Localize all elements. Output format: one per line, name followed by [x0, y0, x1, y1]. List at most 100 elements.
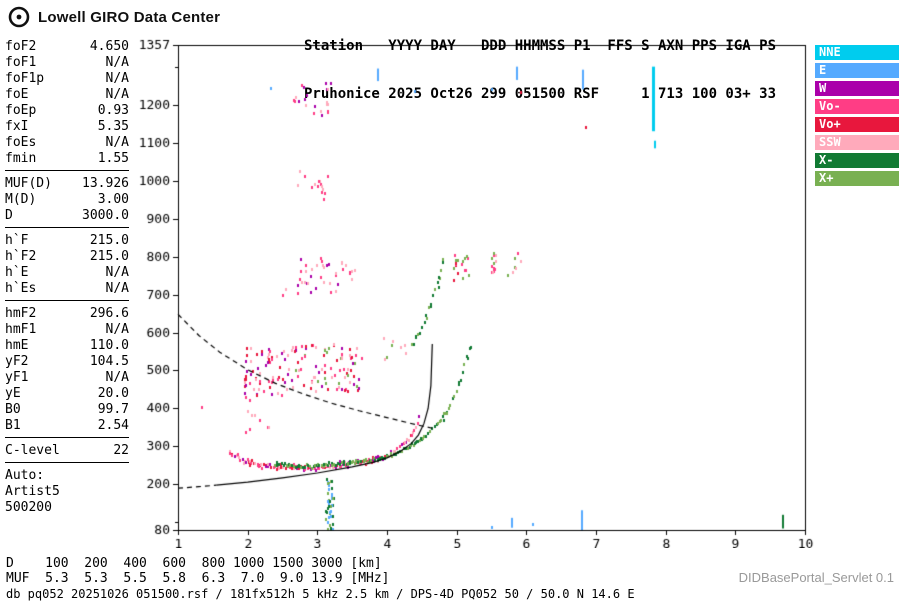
param-value: 215.0	[89, 249, 129, 264]
ionogram-canvas	[130, 36, 820, 548]
param-row-hmf1: hmF1 N/A	[5, 322, 129, 338]
param-value: 2.54	[97, 418, 129, 433]
legend-item-e: E	[815, 63, 899, 78]
param-row-mufd: MUF(D) 13.926	[5, 176, 129, 192]
param-group: MUF(D) 13.926 M(D) 3.00 D 3000.0	[5, 174, 129, 228]
auto-line: Artist5	[5, 484, 129, 500]
param-value: 20.0	[97, 386, 129, 401]
auto-text: Artist5	[5, 484, 60, 499]
param-label: foF2	[5, 39, 37, 54]
muf-distance-table: D 100 200 400 600 800 1000 1500 3000 [km…	[6, 556, 390, 586]
param-label: h`F2	[5, 249, 37, 264]
param-value: 1.55	[97, 151, 129, 166]
param-row-md: M(D) 3.00	[5, 192, 129, 208]
footer-info: db pq052 20251026 051500.rsf / 181fx512h…	[6, 587, 635, 601]
param-value: 215.0	[89, 233, 129, 248]
param-value: N/A	[105, 55, 129, 70]
param-label: foF1	[5, 55, 37, 70]
param-row-foep: foEp 0.93	[5, 103, 129, 119]
param-label: foF1p	[5, 71, 45, 86]
param-value: 296.6	[89, 306, 129, 321]
param-row-b1: B1 2.54	[5, 418, 129, 434]
param-row-hf2: h`F2 215.0	[5, 249, 129, 265]
param-label: B0	[5, 402, 21, 417]
param-row-fxi: fxI 5.35	[5, 119, 129, 135]
param-value: 104.5	[89, 354, 129, 369]
echo-legend: NNE E W Vo- Vo+ SSW X- X+	[815, 45, 899, 189]
param-value: N/A	[105, 135, 129, 150]
param-value: 110.0	[89, 338, 129, 353]
param-row-fof1p: foF1p N/A	[5, 71, 129, 87]
param-label: yF2	[5, 354, 29, 369]
parameter-panel: foF2 4.650 foF1 N/A foF1p N/A foE N/A foEp 0.93 fx…	[5, 37, 129, 522]
param-label: h`E	[5, 265, 29, 280]
param-label: foEp	[5, 103, 37, 118]
param-row-fmin: fmin 1.55	[5, 151, 129, 167]
param-label: M(D)	[5, 192, 37, 207]
legend-item-xminus: X-	[815, 153, 899, 168]
param-label: hmF1	[5, 322, 37, 337]
brand: Lowell GIRO Data Center	[8, 6, 220, 28]
param-label: C-level	[5, 443, 60, 458]
param-value: 3.00	[97, 192, 129, 207]
param-value: 5.35	[97, 119, 129, 134]
legend-item-vominus: Vo-	[815, 99, 899, 114]
param-value: N/A	[105, 71, 129, 86]
param-value: N/A	[105, 370, 129, 385]
auto-text: 500200	[5, 500, 52, 515]
param-group: h`F 215.0 h`F2 215.0 h`E N/A h`Es N/A	[5, 231, 129, 301]
param-row-yf2: yF2 104.5	[5, 354, 129, 370]
param-group: C-level 22	[5, 441, 129, 463]
param-row-hme: hmE 110.0	[5, 338, 129, 354]
auto-text: Auto:	[5, 468, 45, 483]
param-row-b0: B0 99.7	[5, 402, 129, 418]
param-value: 13.926	[82, 176, 129, 191]
giro-logo-icon	[8, 6, 30, 28]
legend-item-nne: NNE	[815, 45, 899, 60]
param-label: yE	[5, 386, 21, 401]
param-value: N/A	[105, 322, 129, 337]
param-row-foes: foEs N/A	[5, 135, 129, 151]
param-value: N/A	[105, 281, 129, 296]
param-value: 99.7	[97, 402, 129, 417]
param-label: hmF2	[5, 306, 37, 321]
param-value: N/A	[105, 87, 129, 102]
param-label: h`F	[5, 233, 29, 248]
param-label: foE	[5, 87, 29, 102]
param-value: 3000.0	[82, 208, 129, 223]
param-row-clevel: C-level 22	[5, 443, 129, 459]
param-value: 4.650	[89, 39, 129, 54]
param-row-ye: yE 20.0	[5, 386, 129, 402]
auto-line: 500200	[5, 500, 129, 516]
param-label: foEs	[5, 135, 37, 150]
param-label: yF1	[5, 370, 29, 385]
param-label: fxI	[5, 119, 29, 134]
legend-item-voplus: Vo+	[815, 117, 899, 132]
param-value: N/A	[105, 265, 129, 280]
param-value: 22	[113, 443, 129, 458]
servlet-version: DIDBasePortal_Servlet 0.1	[738, 570, 894, 585]
param-value: 0.93	[97, 103, 129, 118]
param-row-fof2: foF2 4.650	[5, 39, 129, 55]
param-label: h`Es	[5, 281, 37, 296]
param-group: hmF2 296.6 hmF1 N/A hmE 110.0 yF2 104.5 yF1 N/A yE…	[5, 304, 129, 438]
ionogram-plot	[130, 36, 820, 548]
legend-item-xplus: X+	[815, 171, 899, 186]
param-row-d: D 3000.0	[5, 208, 129, 224]
legend-item-w: W	[815, 81, 899, 96]
auto-line: Auto:	[5, 468, 129, 484]
param-row-hmf2: hmF2 296.6	[5, 306, 129, 322]
autoscaling-block: Auto: Artist5 500200	[5, 466, 129, 519]
param-label: B1	[5, 418, 21, 433]
param-row-yf1: yF1 N/A	[5, 370, 129, 386]
param-label: fmin	[5, 151, 37, 166]
param-label: hmE	[5, 338, 29, 353]
app-title: Lowell GIRO Data Center	[38, 8, 221, 26]
param-row-fof1: foF1 N/A	[5, 55, 129, 71]
param-label: D	[5, 208, 13, 223]
param-row-foe: foE N/A	[5, 87, 129, 103]
param-row-hf: h`F 215.0	[5, 233, 129, 249]
param-row-hes: h`Es N/A	[5, 281, 129, 297]
param-label: MUF(D)	[5, 176, 52, 191]
param-group: foF2 4.650 foF1 N/A foF1p N/A foE N/A foEp 0.93 fx…	[5, 37, 129, 171]
